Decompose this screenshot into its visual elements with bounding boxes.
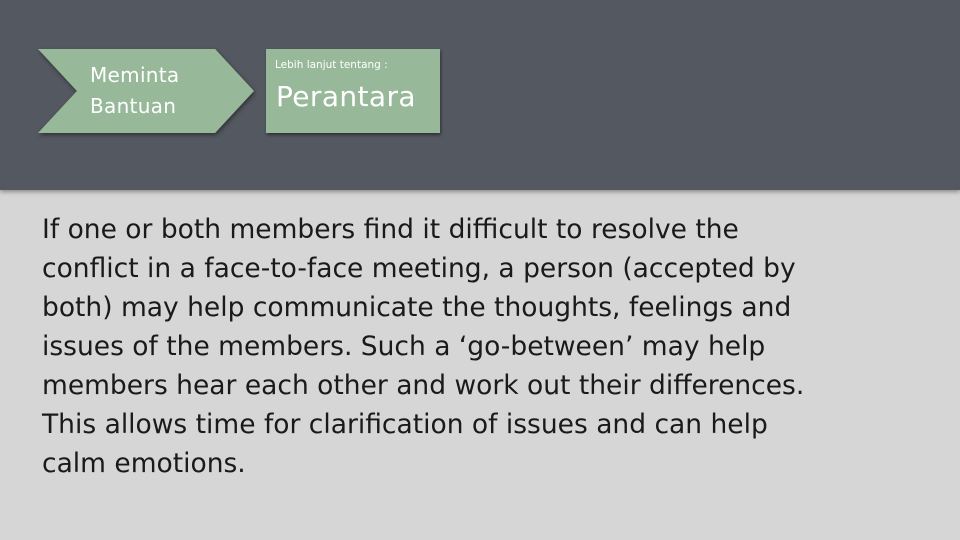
chevron-label-line2: Bantuan	[90, 94, 177, 118]
chevron-label-line1: Meminta	[90, 63, 180, 87]
body-paragraph: If one or both members find it difficult…	[42, 214, 805, 479]
chevron-label: Meminta Bantuan	[90, 60, 179, 122]
perantara-topic-box[interactable]: Lebih lanjut tentang : Perantara	[266, 49, 440, 133]
topic-subtitle: Lebih lanjut tentang :	[275, 59, 388, 71]
header-bar: Meminta Bantuan Lebih lanjut tentang : P…	[0, 0, 960, 190]
meminta-bantuan-chevron-button[interactable]: Meminta Bantuan	[38, 49, 254, 133]
topic-title: Perantara	[276, 80, 416, 113]
